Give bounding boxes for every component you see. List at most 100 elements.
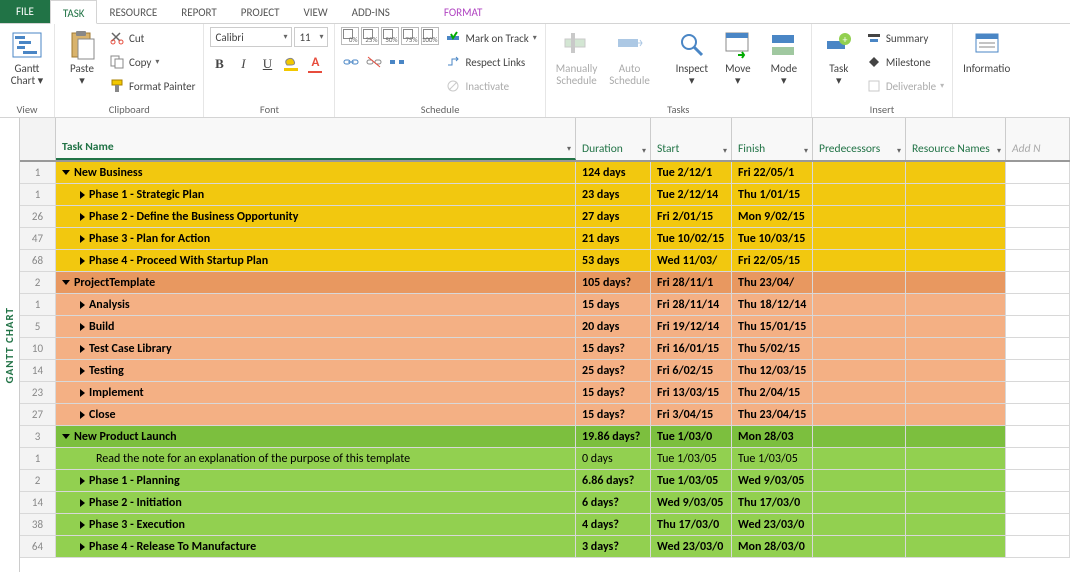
font-color-button[interactable]: A	[306, 55, 324, 73]
italic-button[interactable]: I	[234, 55, 252, 73]
table-row[interactable]: 1New Business124 daysTue 2/12/1Fri 22/05…	[20, 162, 1070, 184]
cell-start[interactable]: Tue 2/12/14	[651, 184, 732, 205]
cell-add[interactable]	[1006, 470, 1070, 491]
cell-add[interactable]	[1006, 492, 1070, 513]
cell-resources[interactable]	[906, 404, 1006, 425]
cell-start[interactable]: Tue 1/03/05	[651, 470, 732, 491]
cell-resources[interactable]	[906, 184, 1006, 205]
header-start[interactable]: Start▾	[651, 118, 732, 160]
cell-task-name[interactable]: Phase 4 - Proceed With Startup Plan	[56, 250, 576, 271]
row-number[interactable]: 2	[20, 272, 56, 293]
cell-finish[interactable]: Thu 23/04/15	[732, 404, 813, 425]
header-duration[interactable]: Duration▾	[576, 118, 651, 160]
cell-predecessors[interactable]	[813, 536, 906, 557]
cell-duration[interactable]: 3 days?	[576, 536, 651, 557]
cell-finish[interactable]: Thu 1/01/15	[732, 184, 813, 205]
cell-start[interactable]: Fri 28/11/14	[651, 294, 732, 315]
cell-resources[interactable]	[906, 272, 1006, 293]
bold-button[interactable]: B	[210, 55, 228, 73]
cell-finish[interactable]: Thu 18/12/14	[732, 294, 813, 315]
cell-task-name[interactable]: Build	[56, 316, 576, 337]
cell-duration[interactable]: 19.86 days?	[576, 426, 651, 447]
cell-resources[interactable]	[906, 514, 1006, 535]
cell-task-name[interactable]: Read the note for an explanation of the …	[56, 448, 576, 469]
cell-duration[interactable]: 124 days	[576, 162, 651, 183]
cell-start[interactable]: Wed 11/03/	[651, 250, 732, 271]
cell-predecessors[interactable]	[813, 162, 906, 183]
cell-resources[interactable]	[906, 162, 1006, 183]
cell-duration[interactable]: 6 days?	[576, 492, 651, 513]
cell-task-name[interactable]: Analysis	[56, 294, 576, 315]
cell-add[interactable]	[1006, 250, 1070, 271]
table-row[interactable]: 1Read the note for an explanation of the…	[20, 448, 1070, 470]
tab-addins[interactable]: ADD-INS	[340, 0, 402, 23]
cell-finish[interactable]: Wed 23/03/0	[732, 514, 813, 535]
deliverable-button[interactable]: Deliverable ▾	[864, 75, 946, 97]
header-resources[interactable]: Resource Names▾	[906, 118, 1006, 160]
cell-duration[interactable]: 23 days	[576, 184, 651, 205]
cell-add[interactable]	[1006, 206, 1070, 227]
tab-project[interactable]: PROJECT	[229, 0, 292, 23]
table-row[interactable]: 26Phase 2 - Define the Business Opportun…	[20, 206, 1070, 228]
cell-duration[interactable]: 21 days	[576, 228, 651, 249]
row-number[interactable]: 1	[20, 448, 56, 469]
gantt-chart-button[interactable]: GanttChart ▾	[6, 27, 48, 89]
cell-predecessors[interactable]	[813, 404, 906, 425]
table-row[interactable]: 1Phase 1 - Strategic Plan23 daysTue 2/12…	[20, 184, 1070, 206]
underline-button[interactable]: U	[258, 55, 276, 73]
cell-start[interactable]: Wed 23/03/0	[651, 536, 732, 557]
row-number[interactable]: 10	[20, 338, 56, 359]
row-number[interactable]: 38	[20, 514, 56, 535]
cell-add[interactable]	[1006, 338, 1070, 359]
tab-resource[interactable]: RESOURCE	[97, 0, 169, 23]
row-number[interactable]: 47	[20, 228, 56, 249]
cell-finish[interactable]: Wed 9/03/05	[732, 470, 813, 491]
cell-finish[interactable]: Thu 15/01/15	[732, 316, 813, 337]
respect-links-button[interactable]: Respect Links	[443, 51, 538, 73]
cell-add[interactable]	[1006, 514, 1070, 535]
cell-task-name[interactable]: New Business	[56, 162, 576, 183]
format-painter-button[interactable]: Format Painter	[107, 75, 197, 97]
cell-finish[interactable]: Thu 12/03/15	[732, 360, 813, 381]
header-predecessors[interactable]: Predecessors▾	[813, 118, 906, 160]
cell-predecessors[interactable]	[813, 426, 906, 447]
cell-duration[interactable]: 15 days?	[576, 338, 651, 359]
cell-task-name[interactable]: Implement	[56, 382, 576, 403]
cell-predecessors[interactable]	[813, 184, 906, 205]
cell-predecessors[interactable]	[813, 338, 906, 359]
cell-duration[interactable]: 6.86 days?	[576, 470, 651, 491]
cell-add[interactable]	[1006, 404, 1070, 425]
cell-finish[interactable]: Tue 10/03/15	[732, 228, 813, 249]
cell-start[interactable]: Fri 19/12/14	[651, 316, 732, 337]
cell-task-name[interactable]: New Product Launch	[56, 426, 576, 447]
cell-resources[interactable]	[906, 382, 1006, 403]
cell-start[interactable]: Tue 1/03/0	[651, 426, 732, 447]
table-row[interactable]: 2Phase 1 - Planning6.86 days?Tue 1/03/05…	[20, 470, 1070, 492]
link-tasks-button[interactable]	[341, 51, 361, 73]
cell-finish[interactable]: Mon 9/02/15	[732, 206, 813, 227]
table-row[interactable]: 27Close15 days?Fri 3/04/15Thu 23/04/15	[20, 404, 1070, 426]
cell-duration[interactable]: 53 days	[576, 250, 651, 271]
cell-add[interactable]	[1006, 294, 1070, 315]
cell-duration[interactable]: 15 days	[576, 294, 651, 315]
cell-resources[interactable]	[906, 426, 1006, 447]
cell-finish[interactable]: Mon 28/03	[732, 426, 813, 447]
cell-task-name[interactable]: Test Case Library	[56, 338, 576, 359]
cell-resources[interactable]	[906, 250, 1006, 271]
cell-finish[interactable]: Mon 28/03/0	[732, 536, 813, 557]
cell-predecessors[interactable]	[813, 272, 906, 293]
cell-start[interactable]: Thu 17/03/0	[651, 514, 732, 535]
tab-file[interactable]: FILE	[0, 0, 50, 23]
cell-predecessors[interactable]	[813, 382, 906, 403]
cell-task-name[interactable]: Phase 2 - Define the Business Opportunit…	[56, 206, 576, 227]
cell-resources[interactable]	[906, 338, 1006, 359]
cell-predecessors[interactable]	[813, 360, 906, 381]
row-number[interactable]: 1	[20, 184, 56, 205]
inactivate-button[interactable]: Inactivate	[443, 75, 538, 97]
pct-100[interactable]: 100%	[421, 27, 439, 45]
unlink-tasks-button[interactable]	[364, 51, 384, 73]
table-row[interactable]: 64Phase 4 - Release To Manufacture3 days…	[20, 536, 1070, 558]
cell-duration[interactable]: 15 days?	[576, 382, 651, 403]
information-button[interactable]: Informatio	[959, 27, 1014, 77]
cell-add[interactable]	[1006, 426, 1070, 447]
